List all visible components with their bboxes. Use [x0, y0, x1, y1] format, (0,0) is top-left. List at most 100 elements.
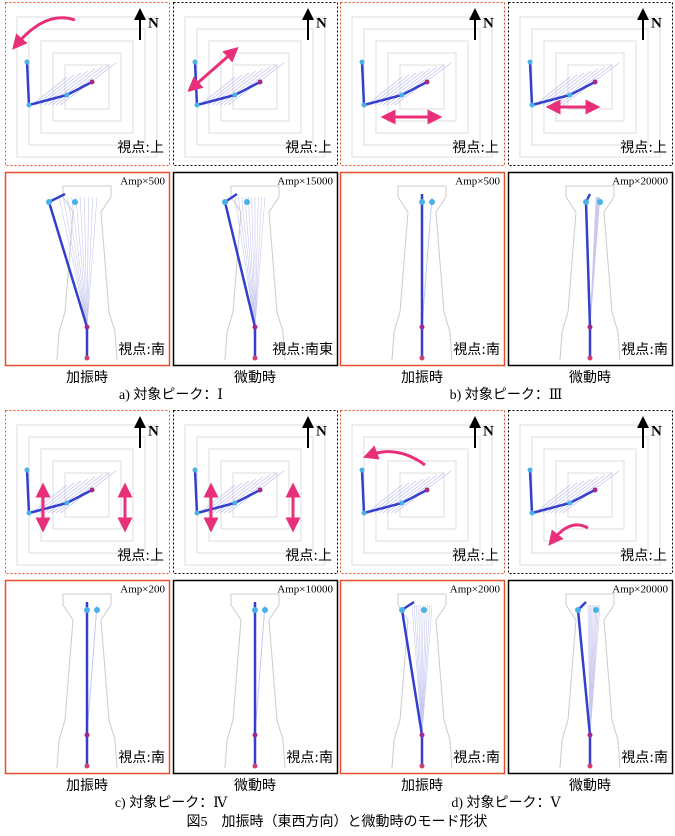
view-label: 視点:南 [118, 750, 165, 766]
node [90, 80, 95, 85]
node [528, 468, 533, 473]
amplification-label: Amp×20000 [612, 584, 668, 596]
node [193, 468, 198, 473]
group-caption: c) 対象ピーク：Ⅳ [115, 795, 228, 811]
view-label: 視点:上 [117, 548, 164, 564]
north-label: N [316, 423, 327, 439]
node [429, 199, 435, 205]
north-label: N [148, 423, 159, 439]
node [253, 733, 258, 738]
view-label: 視点:上 [452, 548, 499, 564]
node [46, 199, 52, 205]
node [400, 93, 405, 98]
amplification-label: Amp×20000 [612, 176, 668, 188]
node [27, 511, 32, 516]
figure: 図5 加振時（東西方向）と微動時のモード形状 N視点:上Amp×500視点:南加… [0, 0, 675, 836]
north-label: N [483, 423, 494, 439]
node [588, 325, 593, 330]
node [420, 325, 425, 330]
view-label: 視点:上 [620, 548, 667, 564]
node [25, 60, 30, 65]
node [588, 733, 593, 738]
view-label: 視点:南 [453, 342, 500, 358]
node [94, 607, 100, 613]
node [233, 501, 238, 506]
node [583, 199, 589, 205]
node [222, 199, 228, 205]
condition-label: 微動時 [234, 370, 276, 386]
north-label: N [483, 15, 494, 31]
view-label: 視点:南東 [272, 342, 333, 358]
node [90, 488, 95, 493]
node [65, 93, 70, 98]
node [593, 607, 599, 613]
view-label: 視点:南 [621, 750, 668, 766]
amplification-label: Amp×10000 [277, 584, 333, 596]
node [85, 325, 90, 330]
north-label: N [651, 423, 662, 439]
group-caption: b) 対象ピーク：Ⅲ [450, 387, 563, 403]
amplification-label: Amp×15000 [277, 176, 333, 188]
group-caption: a) 対象ピーク：Ⅰ [119, 387, 223, 403]
node [262, 607, 268, 613]
view-label: 視点:上 [285, 140, 332, 156]
condition-label: 加振時 [401, 370, 443, 386]
node [195, 511, 200, 516]
view-label: 視点:南 [621, 342, 668, 358]
view-label: 視点:南 [453, 750, 500, 766]
view-label: 視点:上 [452, 140, 499, 156]
node [588, 356, 593, 361]
node [85, 764, 90, 769]
condition-label: 加振時 [401, 778, 443, 794]
node [530, 103, 535, 108]
node [258, 80, 263, 85]
node [84, 607, 90, 613]
view-label: 視点:上 [117, 140, 164, 156]
node [25, 468, 30, 473]
node [421, 607, 427, 613]
node [588, 764, 593, 769]
node [425, 488, 430, 493]
node [258, 488, 263, 493]
node [568, 501, 573, 506]
north-label: N [316, 15, 327, 31]
condition-label: 微動時 [569, 778, 611, 794]
node [72, 199, 78, 205]
node [362, 511, 367, 516]
condition-label: 加振時 [66, 370, 108, 386]
node [420, 764, 425, 769]
node [528, 60, 533, 65]
node [195, 103, 200, 108]
group-caption: d) 対象ピーク：Ⅴ [451, 795, 561, 811]
node [27, 103, 32, 108]
amplification-label: Amp×2000 [450, 584, 501, 596]
node [400, 501, 405, 506]
node [419, 199, 425, 205]
node [597, 199, 603, 205]
north-label: N [651, 15, 662, 31]
node [575, 607, 581, 613]
view-label: 視点:上 [620, 140, 667, 156]
condition-label: 微動時 [234, 778, 276, 794]
node [65, 501, 70, 506]
node [360, 468, 365, 473]
node [420, 356, 425, 361]
amplification-label: Amp×500 [120, 176, 165, 188]
node [233, 93, 238, 98]
node [85, 356, 90, 361]
view-label: 視点:南 [118, 342, 165, 358]
node [85, 733, 90, 738]
figure-caption: 図5 加振時（東西方向）と微動時のモード形状 [187, 814, 488, 830]
node [253, 356, 258, 361]
view-label: 視点:上 [285, 548, 332, 564]
node [253, 325, 258, 330]
node [593, 488, 598, 493]
view-label: 視点:南 [286, 750, 333, 766]
node [193, 60, 198, 65]
north-label: N [148, 15, 159, 31]
node [252, 607, 258, 613]
node [244, 199, 250, 205]
node [399, 607, 405, 613]
condition-label: 微動時 [569, 370, 611, 386]
node [362, 103, 367, 108]
